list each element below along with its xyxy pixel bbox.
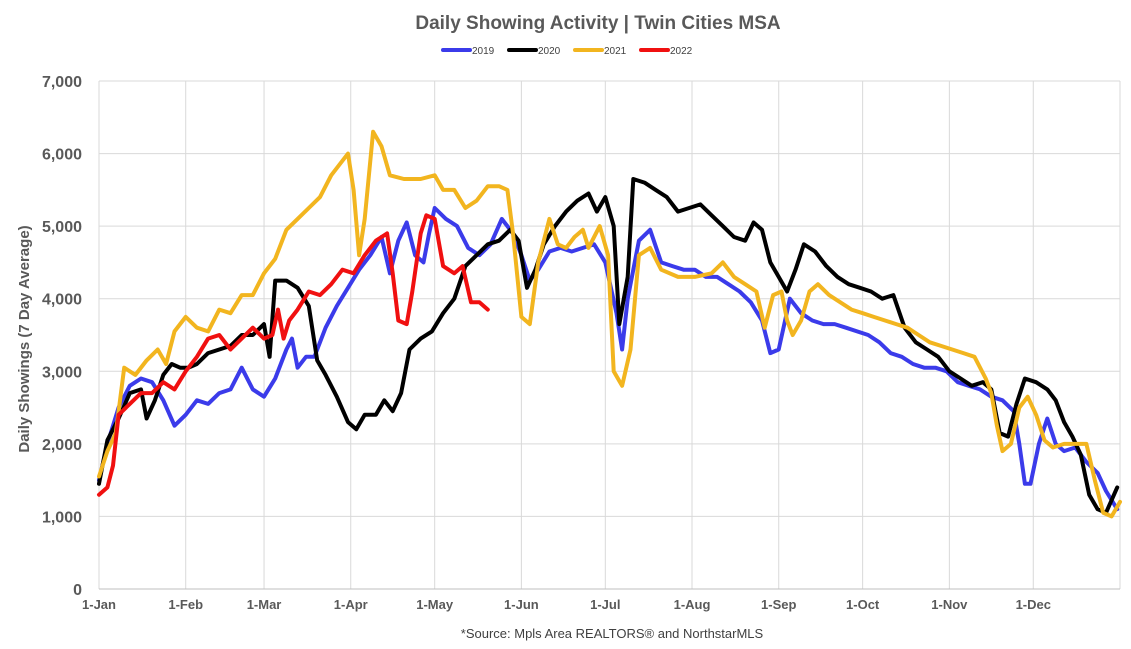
y-axis-label: Daily Showings (7 Day Average) xyxy=(16,225,33,452)
x-tick-label: 1-Mar xyxy=(247,597,282,612)
x-tick-label: 1-Oct xyxy=(846,597,880,612)
series-line-2020 xyxy=(97,177,1120,515)
y-tick-label: 3,000 xyxy=(42,364,82,381)
legend-label-2022: 2022 xyxy=(670,46,693,57)
source-note: *Source: Mpls Area REALTORS® and Northst… xyxy=(461,626,764,641)
legend-label-2020: 2020 xyxy=(538,46,561,57)
gridlines xyxy=(98,80,1121,590)
x-tick-label: 1-Jul xyxy=(590,597,620,612)
legend-label-2019: 2019 xyxy=(472,46,495,57)
series-line-2022 xyxy=(97,213,490,497)
x-tick-label: 1-Jan xyxy=(82,597,116,612)
series-line-2019 xyxy=(97,206,1120,512)
legend-label-2021: 2021 xyxy=(604,46,627,57)
y-tick-label: 2,000 xyxy=(42,437,82,454)
x-tick-label: 1-Aug xyxy=(674,597,711,612)
y-axis-ticks: 0 1,000 2,000 3,000 4,000 5,000 6,000 7,000 xyxy=(42,74,82,599)
y-tick-label: 7,000 xyxy=(42,74,82,91)
chart-title: Daily Showing Activity | Twin Cities MSA xyxy=(415,13,781,34)
series-layer xyxy=(97,129,1122,519)
x-tick-label: 1-Sep xyxy=(761,597,796,612)
y-tick-label: 4,000 xyxy=(42,292,82,309)
y-tick-label: 1,000 xyxy=(42,509,82,526)
x-tick-label: 1-Nov xyxy=(931,597,968,612)
y-tick-label: 5,000 xyxy=(42,219,82,236)
x-tick-label: 1-Jun xyxy=(504,597,539,612)
y-tick-label: 0 xyxy=(73,582,82,599)
x-tick-label: 1-Apr xyxy=(334,597,368,612)
x-tick-label: 1-Feb xyxy=(168,597,203,612)
series-line-2021 xyxy=(97,129,1122,519)
legend: 2019 2020 2021 2022 xyxy=(441,46,693,57)
x-tick-label: 1-May xyxy=(416,597,454,612)
x-axis-ticks: 1-Jan 1-Feb 1-Mar 1-Apr 1-May 1-Jun 1-Jul 1-Aug… xyxy=(82,597,1051,612)
y-tick-label: 6,000 xyxy=(42,147,82,164)
x-tick-label: 1-Dec xyxy=(1016,597,1051,612)
